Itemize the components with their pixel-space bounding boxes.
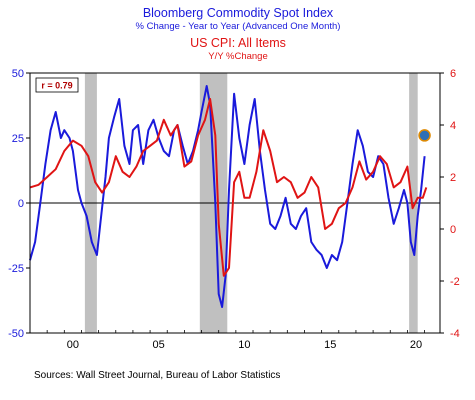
left-tick-label: 25 bbox=[12, 133, 24, 145]
chart-title-2: US CPI: All Items bbox=[190, 36, 286, 50]
series-line-commodity bbox=[29, 85, 426, 308]
right-tick-label: 6 bbox=[450, 68, 456, 80]
marker-layer bbox=[418, 129, 431, 142]
left-tick-label: -50 bbox=[8, 328, 24, 340]
series-line-cpi bbox=[29, 98, 428, 277]
correlation-box bbox=[35, 77, 79, 93]
series-lines bbox=[29, 85, 428, 308]
x-tick-label: 10 bbox=[238, 339, 250, 351]
right-axis: 6 4 2 0 -2 -4 bbox=[440, 68, 460, 340]
x-tick-label: 00 bbox=[67, 339, 79, 351]
correlation-text: r = 0.79 bbox=[41, 81, 72, 91]
x-axis: 00 05 10 15 20 bbox=[29, 330, 425, 351]
left-axis: 50 25 0 -25 -50 bbox=[8, 68, 30, 340]
right-tick-label: 0 bbox=[450, 224, 456, 236]
x-tick-label: 05 bbox=[153, 339, 165, 351]
x-tick-label: 20 bbox=[410, 339, 422, 351]
left-tick-label: -25 bbox=[8, 263, 24, 275]
right-tick-label: -2 bbox=[450, 276, 460, 288]
left-tick-label: 0 bbox=[18, 198, 24, 210]
right-tick-label: 4 bbox=[450, 120, 456, 132]
chart-subtitle-2: Y/Y %Change bbox=[208, 51, 268, 62]
latest-point-marker bbox=[418, 129, 431, 142]
chart-subtitle: % Change - Year to Year (Advanced One Mo… bbox=[136, 21, 341, 32]
left-tick-label: 50 bbox=[12, 68, 24, 80]
chart-title: Bloomberg Commodity Spot Index bbox=[143, 6, 334, 20]
right-tick-label: 2 bbox=[450, 172, 456, 184]
source-note: Sources: Wall Street Journal, Bureau of … bbox=[34, 370, 280, 381]
x-tick-label: 15 bbox=[324, 339, 336, 351]
right-tick-label: -4 bbox=[450, 328, 460, 340]
correlation-label: r = 0.79 bbox=[35, 77, 79, 93]
